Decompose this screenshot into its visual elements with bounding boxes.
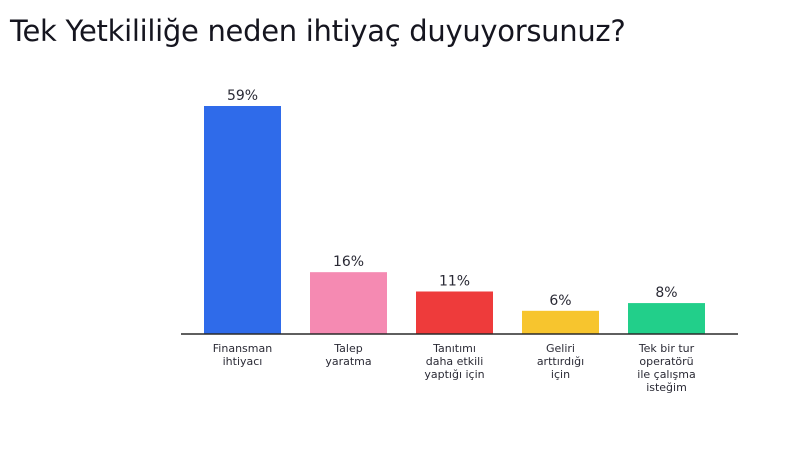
chart-title: Tek Yetkililiğe neden ihtiyaç duyuyorsun… (10, 14, 626, 48)
category-label-line: Geliri (546, 342, 575, 355)
category-label-line: için (551, 368, 570, 381)
category-label-line: isteğim (646, 381, 687, 394)
category-label-line: operatörü (639, 355, 693, 368)
category-label-line: Tek bir tur (638, 342, 695, 355)
bar-2 (310, 272, 387, 334)
category-label-line: ihtiyacı (223, 355, 263, 368)
bars-group (204, 106, 705, 334)
bar-3 (416, 291, 493, 334)
category-label-1: Finansman ihtiyacı (213, 342, 272, 368)
category-label-line: ile çalışma (637, 368, 695, 381)
category-label-5: Tek bir tur operatörü ile çalışma isteğim (637, 342, 695, 394)
value-label-5: 8% (655, 285, 677, 301)
category-label-line: Tanıtımı (432, 342, 476, 355)
bar-1 (204, 106, 281, 334)
category-label-line: Talep (333, 342, 362, 355)
category-labels-group: Finansman ihtiyacı Talep yaratma Tanıtımı dah… (213, 342, 696, 394)
bar-4 (522, 310, 599, 334)
bar-5 (628, 303, 705, 334)
value-label-3: 11% (439, 273, 470, 289)
category-label-4: Geliri arttırdığı için (537, 342, 584, 381)
category-label-line: arttırdığı (537, 355, 584, 368)
category-label-3: Tanıtımı daha etkili yaptığı için (424, 342, 484, 381)
category-label-line: yaratma (325, 355, 371, 368)
value-label-2: 16% (333, 254, 364, 270)
value-label-1: 59% (227, 88, 258, 104)
value-label-4: 6% (549, 293, 571, 309)
value-labels-group: 59% 16% 11% 6% 8% (227, 88, 678, 309)
category-label-2: Talep yaratma (325, 342, 371, 368)
category-label-line: Finansman (213, 342, 272, 355)
category-label-line: daha etkili (426, 355, 484, 368)
category-label-line: yaptığı için (424, 368, 484, 381)
